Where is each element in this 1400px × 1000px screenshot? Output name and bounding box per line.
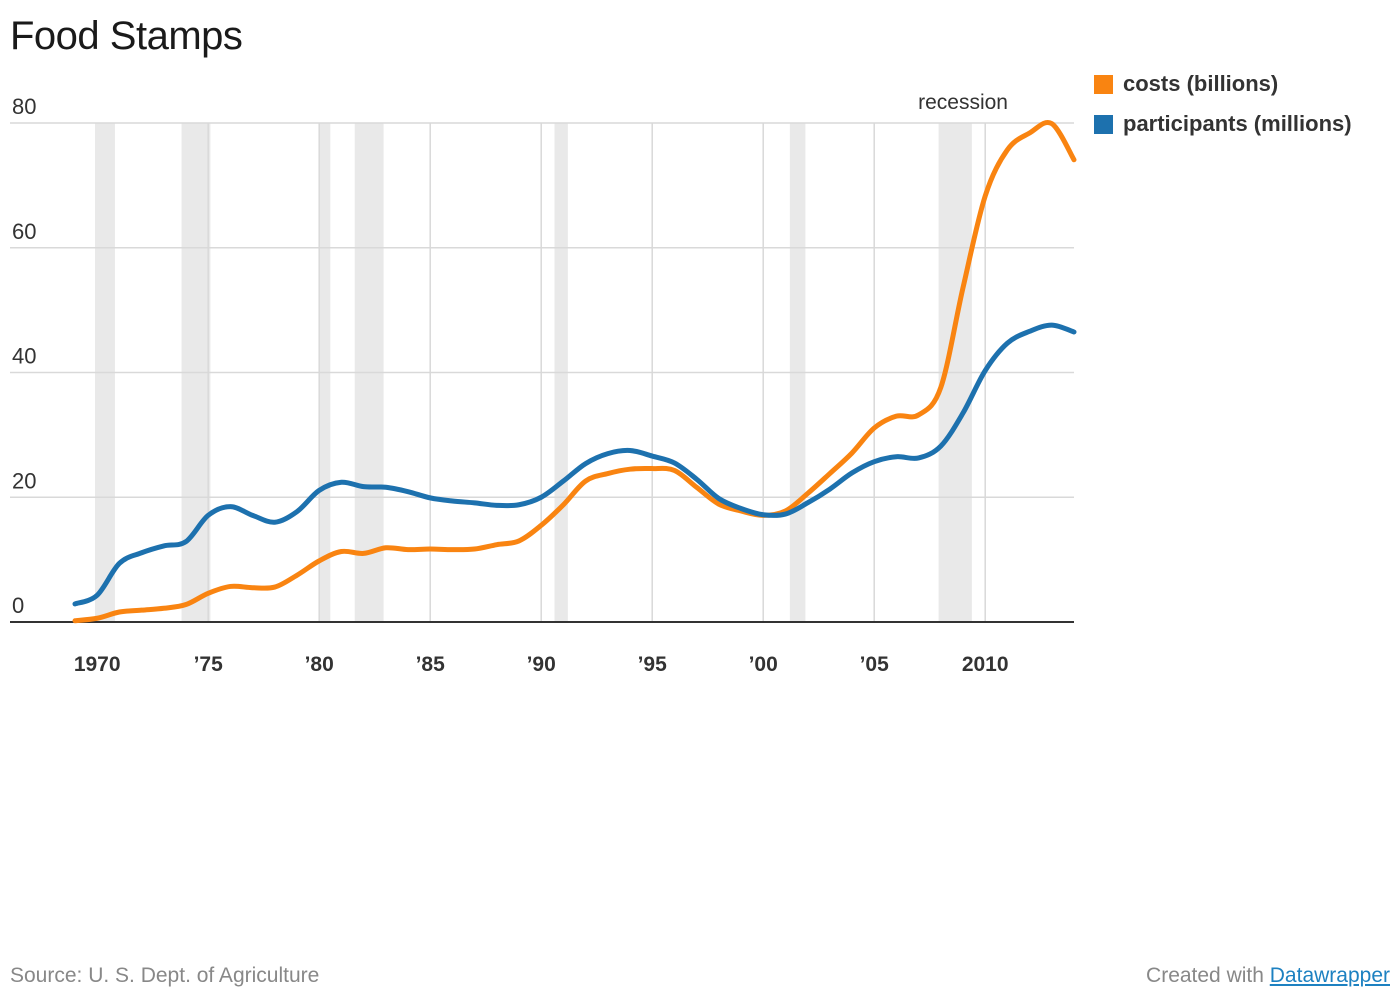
x-tick-label-2000: ’00 (749, 653, 778, 676)
x-tick-label-2005: ’05 (860, 653, 890, 676)
gridlines (10, 122, 1074, 623)
x-tick-label-1985: ’85 (416, 653, 446, 676)
y-axis-ticks: 0 20 40 60 80 (12, 94, 36, 618)
legend-swatch-participants (1094, 114, 1113, 134)
source-note: Source: U. S. Dept. of Agriculture (10, 964, 320, 987)
legend-item-participants[interactable]: participants (millions) (1094, 104, 1352, 144)
legend-label-participants: participants (millions) (1123, 111, 1352, 136)
x-tick-label-1980: ’80 (305, 653, 334, 676)
series-line-costs (72, 120, 1077, 624)
y-tick-label-20: 20 (12, 468, 36, 493)
y-tick-label-60: 60 (12, 219, 36, 244)
recession-label: recession (918, 91, 1008, 114)
x-tick-label-1970: 1970 (74, 653, 121, 676)
series-lines (72, 120, 1077, 624)
series-line-participants (72, 322, 1077, 607)
legend-label-costs: costs (billions) (1123, 71, 1279, 96)
legend-swatch-costs (1094, 74, 1113, 94)
legend-item-costs[interactable]: costs (billions) (1094, 64, 1352, 104)
y-tick-label-80: 80 (12, 94, 36, 119)
credit: Created with Datawrapper (1146, 964, 1390, 988)
credit-prefix: Created with (1146, 964, 1270, 987)
datawrapper-link[interactable]: Datawrapper (1269, 964, 1390, 987)
chart-title: Food Stamps (10, 14, 243, 58)
x-axis-ticks: 1970 ’75 ’80 ’85 ’90 ’95 ’00 ’05 2010 (74, 653, 1009, 676)
x-tick-label-1995: ’95 (638, 653, 668, 676)
x-tick-label-2010: 2010 (962, 653, 1009, 676)
legend: costs (billions) participants (millions) (1094, 64, 1352, 144)
y-tick-label-0: 0 (12, 593, 24, 618)
x-tick-label-1990: ’90 (527, 653, 556, 676)
y-tick-label-40: 40 (12, 344, 36, 369)
x-tick-label-1975: ’75 (194, 653, 224, 676)
